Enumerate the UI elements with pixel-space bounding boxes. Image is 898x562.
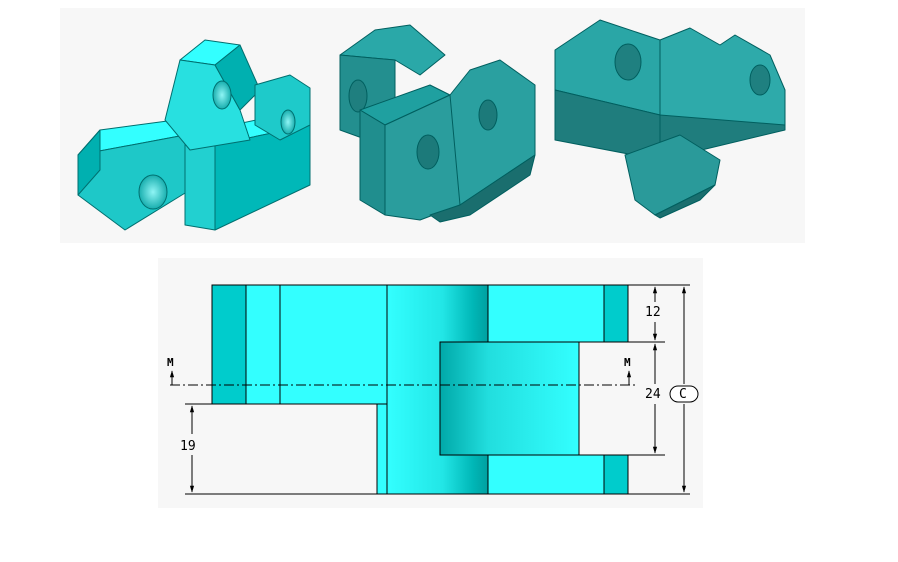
lower-right-flange-end [603,454,629,495]
isometric-view-3 [554,19,786,219]
section-marker-left: M [167,356,175,385]
section-label-right: M [624,356,631,369]
orthographic-view [211,284,629,495]
isometric-view-1 [77,39,311,231]
left-block-dark [211,284,247,405]
central-boss [439,341,580,456]
dimension-label-12: 12 [645,305,661,320]
dimension-label-24: 24 [645,387,661,402]
section-marker-right: M [624,356,632,385]
dimension-symbol-c: C [679,387,687,402]
lower-web [376,403,388,495]
dimension-symbol-box [669,385,699,403]
section-label-left: M [167,356,174,369]
isometric-view-2 [339,24,536,223]
upper-body [279,284,388,405]
upper-right-flange-end [603,284,629,343]
dimension-extensions-right [579,284,690,495]
dimension-19 [185,403,377,495]
lower-right-flange [487,454,605,495]
upper-right-flange [487,284,605,343]
left-block-light [245,284,281,405]
dimension-label-19: 19 [180,439,196,454]
